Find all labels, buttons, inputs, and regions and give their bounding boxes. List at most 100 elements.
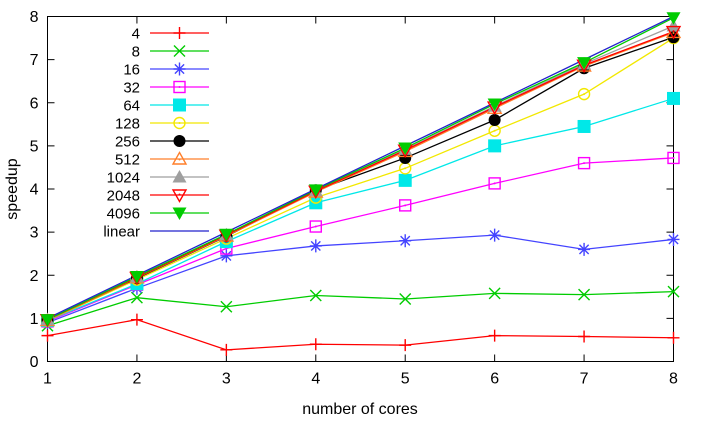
legend-label-2048: 2048 [107, 188, 140, 205]
legend-marker-4096 [172, 207, 187, 220]
legend-item-16: 16 [123, 62, 209, 79]
series-line-2048 [47, 30, 674, 321]
legend-item-8: 8 [132, 44, 209, 61]
legend-marker-32 [173, 80, 186, 94]
legend-marker-256 [173, 135, 186, 147]
legend-label-32: 32 [123, 80, 140, 97]
y-axis-label: speedup [4, 158, 21, 219]
data-point-128-x7 [577, 87, 591, 101]
y-tick-label: 1 [30, 311, 39, 328]
data-point-32-x5 [399, 199, 412, 212]
data-point-2048-x8 [665, 25, 682, 40]
y-tick-label: 8 [30, 9, 39, 26]
y-tick-label: 0 [30, 354, 39, 371]
y-tick-label: 6 [30, 95, 39, 112]
series-line-128 [47, 37, 674, 322]
legend-item-256: 256 [115, 134, 209, 151]
legend-marker-64 [173, 98, 186, 112]
x-tick-label: 7 [580, 371, 589, 388]
data-point-16-x7 [578, 242, 591, 256]
legend-label-1024: 1024 [107, 170, 140, 187]
series-line-16 [47, 234, 674, 324]
data-point-4-x5 [399, 339, 412, 352]
series-line-64 [47, 97, 674, 322]
y-tick-label: 3 [30, 225, 39, 242]
legend-label-8: 8 [132, 44, 140, 61]
legend-marker-1024 [172, 170, 187, 183]
legend-item-64: 64 [123, 98, 209, 115]
data-point-64-x8 [667, 91, 680, 105]
data-point-32-x8 [667, 151, 680, 165]
x-tick-label: 1 [43, 371, 52, 388]
legend-item-512: 512 [115, 151, 209, 169]
data-point-16-x4 [309, 239, 322, 253]
legend-marker-2048 [171, 189, 188, 203]
legend-item-128: 128 [115, 116, 209, 133]
series-markers-8 [41, 285, 680, 332]
data-point-8-x5 [399, 292, 412, 305]
data-point-128-x6 [488, 124, 501, 137]
data-point-16-x3 [220, 249, 233, 263]
y-tick-label: 5 [30, 138, 39, 155]
series-markers-4096 [40, 12, 681, 327]
legend-item-1024: 1024 [107, 170, 209, 187]
legend-item-linear: linear [103, 224, 209, 241]
data-point-64-x7 [577, 119, 591, 133]
x-tick-label: 4 [311, 371, 320, 388]
legend-label-256: 256 [115, 134, 140, 151]
legend-item-2048: 2048 [107, 188, 209, 205]
data-point-4-x3 [220, 343, 233, 356]
legend-label-64: 64 [123, 98, 140, 115]
data-point-256-x6 [488, 114, 501, 126]
data-point-64-x6 [488, 139, 502, 153]
data-point-8-x2 [130, 291, 143, 304]
data-point-8-x4 [309, 289, 322, 302]
data-point-4096-x3 [219, 228, 234, 242]
data-series [39, 12, 682, 356]
series-markers-32 [41, 151, 680, 328]
y-tick-label: 7 [30, 52, 39, 69]
data-point-64-x5 [398, 173, 412, 187]
y-tick-label: 2 [30, 268, 39, 285]
data-point-4-x7 [578, 330, 591, 343]
legend-label-linear: linear [103, 224, 140, 241]
series-line-4096 [47, 17, 674, 321]
data-point-16-x6 [488, 228, 501, 242]
series-line-8 [47, 290, 674, 327]
series-markers-4 [41, 313, 680, 356]
data-point-1024-x8 [666, 18, 681, 32]
data-point-4-x6 [488, 329, 501, 342]
data-point-4-x8 [667, 331, 680, 344]
data-point-16-x8 [667, 232, 680, 246]
legend-label-4: 4 [132, 26, 140, 43]
series-line-linear [47, 15, 674, 319]
legend-marker-128 [173, 116, 186, 130]
data-point-4096-x6 [487, 98, 502, 112]
x-axis-label: number of cores [302, 401, 418, 418]
data-point-4096-x8 [666, 12, 681, 25]
legend-item-4096: 4096 [107, 206, 209, 223]
legend-label-512: 512 [115, 152, 140, 169]
data-point-4096-x2 [129, 271, 144, 284]
data-point-4096-x1 [40, 314, 55, 327]
series-line-4 [47, 318, 674, 351]
data-point-32-x7 [577, 156, 591, 170]
legend-marker-512 [171, 151, 188, 165]
data-point-16-x5 [399, 234, 412, 248]
data-point-4096-x4 [308, 184, 323, 197]
x-tick-label: 3 [222, 371, 231, 388]
data-point-4-x1 [41, 329, 54, 342]
data-point-32-x4 [309, 220, 322, 233]
legend-item-4: 4 [132, 26, 209, 43]
data-point-4096-x7 [577, 57, 592, 70]
series-line-32 [47, 157, 674, 322]
data-point-4-x2 [130, 313, 143, 326]
legend-label-128: 128 [115, 116, 140, 133]
y-tick-label: 4 [30, 182, 39, 199]
data-point-8-x6 [488, 287, 501, 300]
data-point-4096-x5 [398, 142, 413, 156]
x-tick-label: 2 [132, 371, 141, 388]
